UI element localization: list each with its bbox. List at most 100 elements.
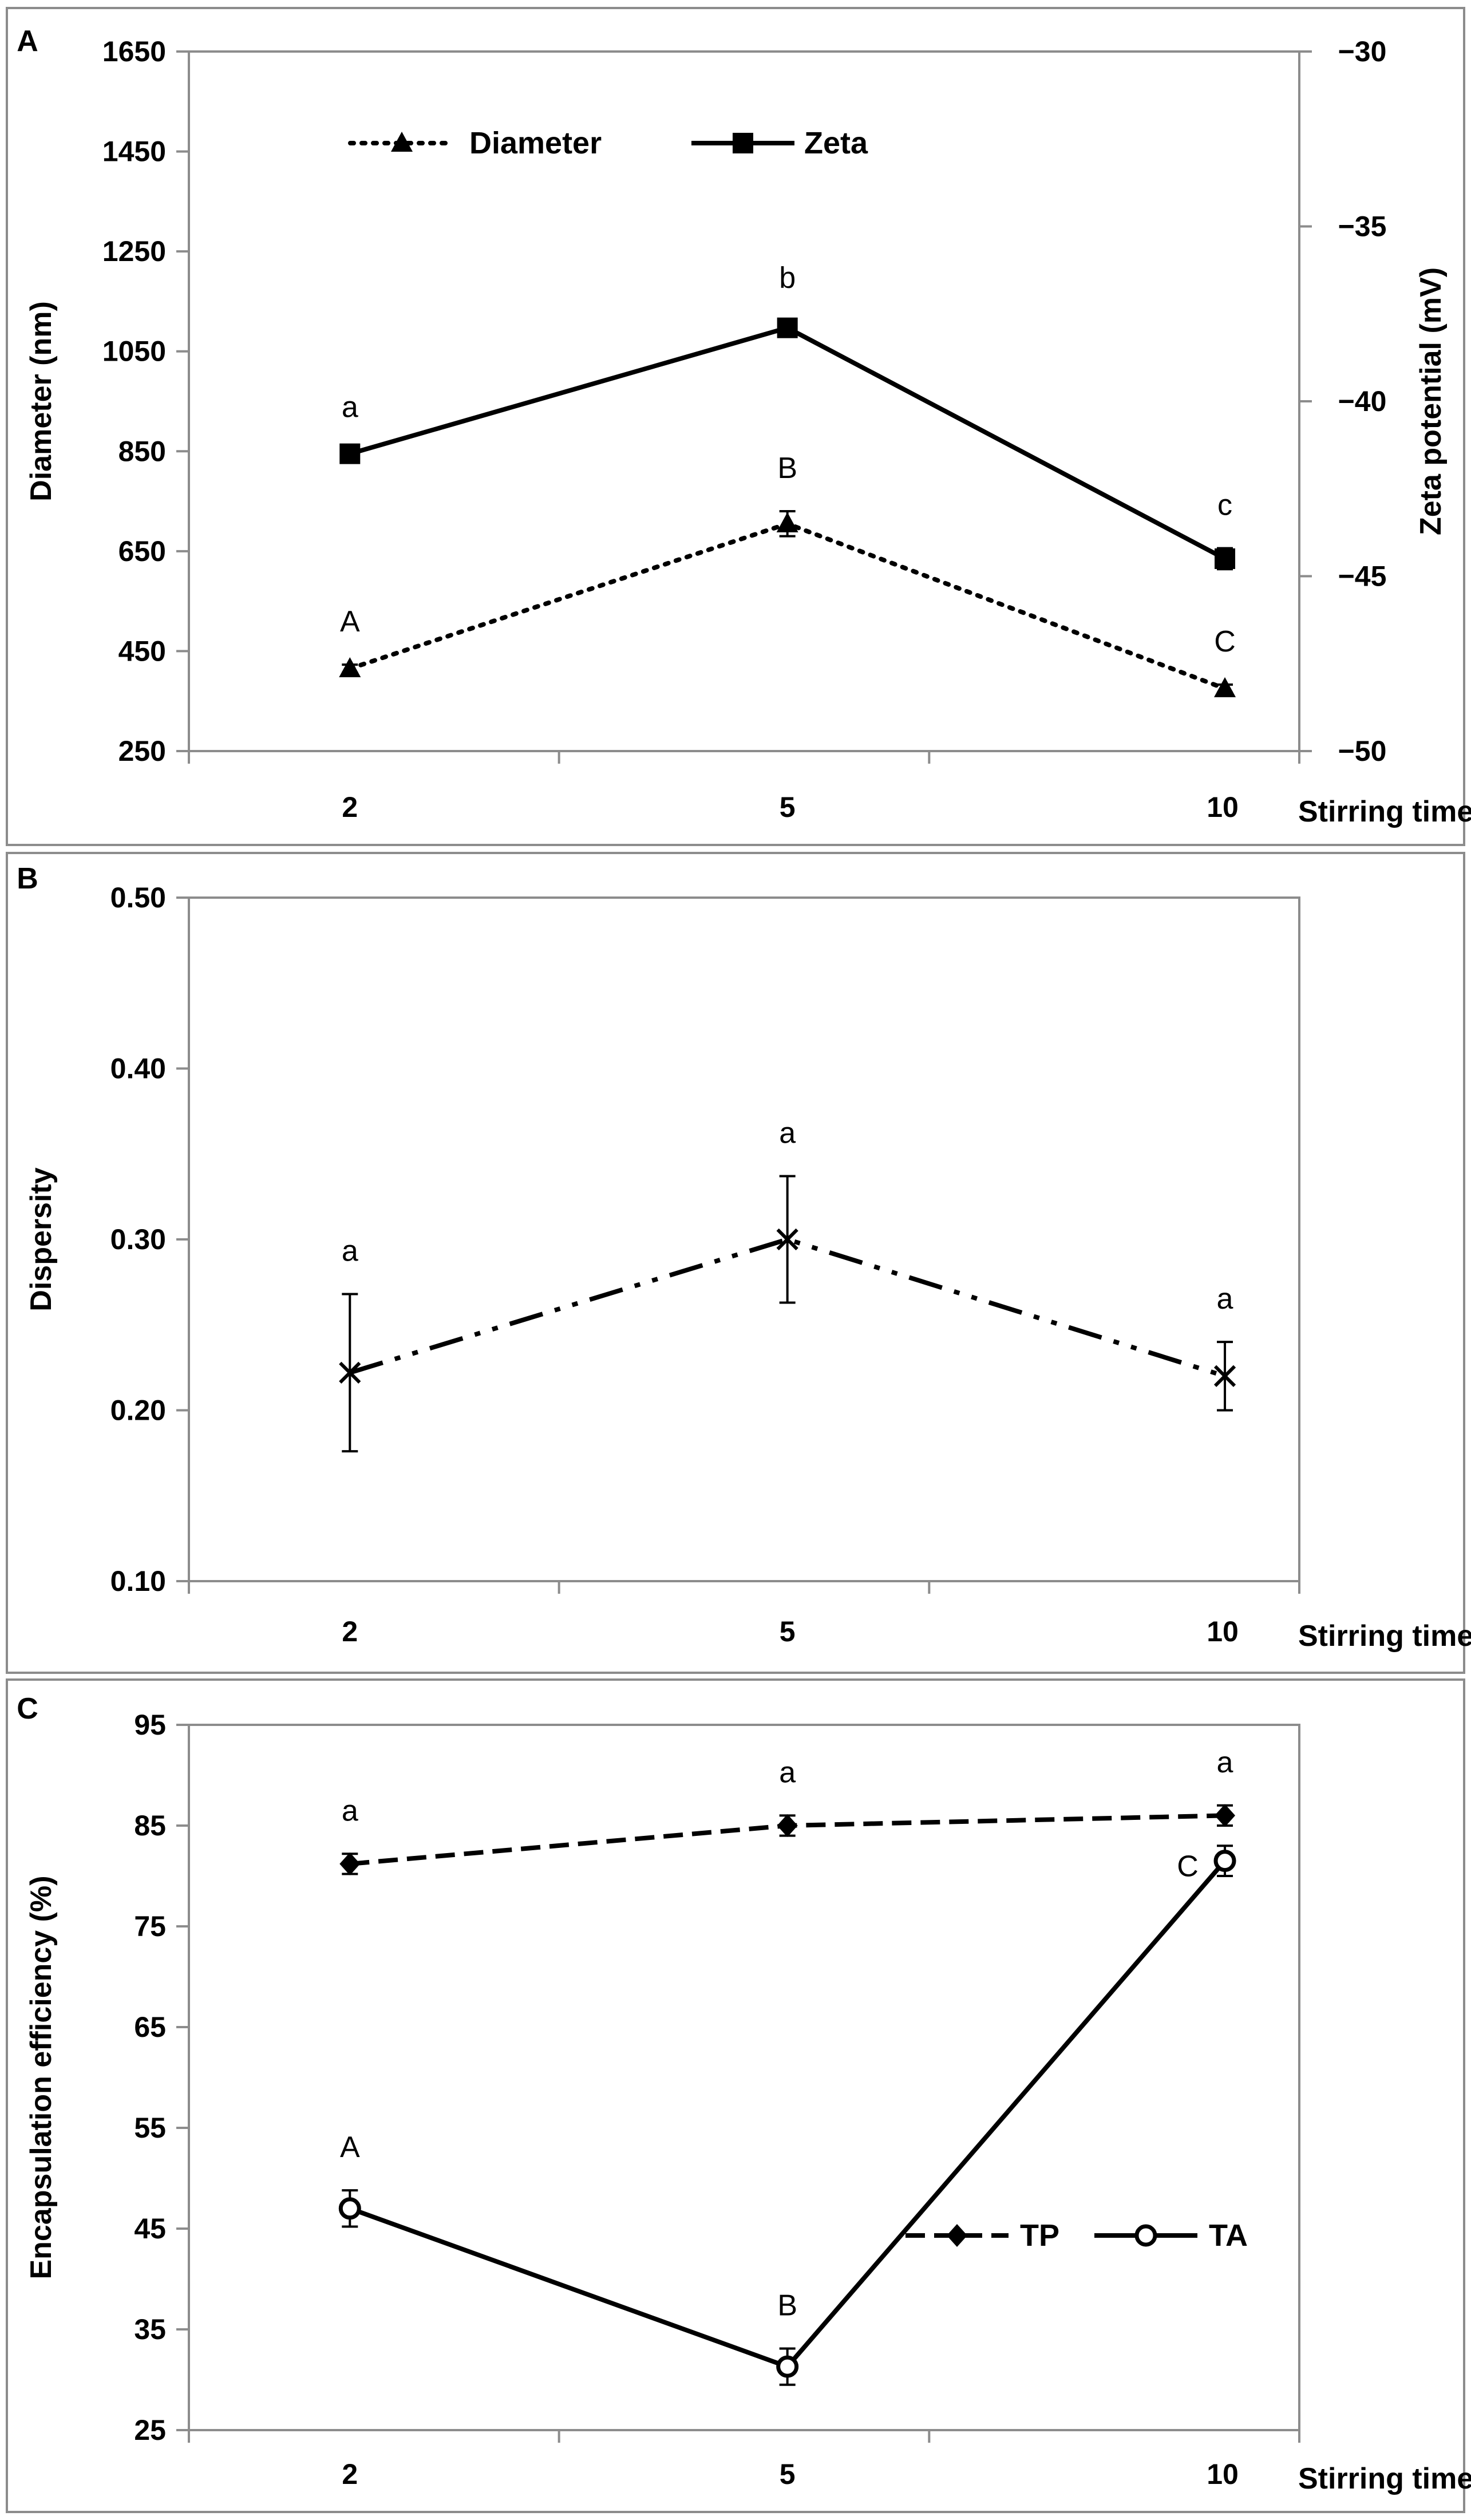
y-tick-label: 850: [118, 435, 166, 467]
significance-letter: a: [779, 1756, 796, 1789]
x-tick-label: 5: [780, 2458, 796, 2490]
y-tick-label: 0.10: [110, 1565, 166, 1597]
significance-letter: c: [1217, 489, 1232, 522]
panel-frames: [6, 7, 1465, 2513]
significance-letter: a: [342, 1235, 358, 1268]
marker-square: [339, 443, 361, 464]
y2-tick-label: −45: [1338, 560, 1387, 593]
y-tick-label: 65: [134, 2011, 166, 2043]
legend-label: Diameter: [469, 126, 602, 160]
x-tick-label: 10: [1207, 1616, 1239, 1648]
y-axis-label: Diameter (nm): [25, 301, 58, 501]
y-tick-label: 0.40: [110, 1053, 166, 1085]
y2-tick-label: −35: [1338, 211, 1387, 243]
y-tick-label: 1650: [102, 35, 166, 68]
significance-letter: C: [1214, 625, 1236, 658]
marker-circle: [1134, 2224, 1157, 2247]
marker-x: [1213, 1365, 1236, 1387]
y-tick-label: 45: [134, 2213, 166, 2245]
marker-diamond: [1215, 1804, 1236, 1827]
x-axis-label: Stirring time (min): [1298, 795, 1471, 828]
significance-letter: a: [779, 1117, 796, 1150]
marker-x-stroke: [1213, 1365, 1236, 1387]
y-tick-label: 450: [118, 635, 166, 667]
series-zeta: a b c: [339, 261, 1236, 571]
panel-frame-a: [6, 7, 1465, 846]
y-tick-label: 85: [134, 1810, 166, 1842]
significance-letter: b: [779, 261, 796, 294]
significance-letter: A: [340, 605, 360, 638]
x-tick-label: 2: [342, 1616, 358, 1648]
y-tick-label: 650: [118, 535, 166, 567]
marker-diamond: [947, 2224, 967, 2247]
series-tp: a a a: [339, 1746, 1236, 1875]
series-diameter: A B C: [339, 452, 1236, 697]
marker-x: [339, 1361, 361, 1384]
marker-circle: [776, 2355, 799, 2378]
series-ta: A B C: [338, 1844, 1236, 2386]
y-tick-label: 0.50: [110, 882, 166, 914]
panel-label: A: [17, 25, 38, 58]
marker-triangle: [391, 132, 413, 152]
significance-letter: B: [777, 452, 797, 485]
y-tick-label: 1450: [102, 136, 166, 168]
y2-tick-label: −40: [1338, 385, 1387, 417]
y-tick-label: 0.20: [110, 1395, 166, 1427]
x-tick-label: 10: [1207, 791, 1239, 823]
marker-triangle: [776, 512, 798, 532]
panel-frame-b: [6, 852, 1465, 1674]
significance-letter: a: [342, 391, 358, 424]
y-tick-label: 55: [134, 2112, 166, 2144]
y-axis-label: Dispersity: [25, 1167, 58, 1312]
x-tick-label: 5: [780, 1616, 796, 1648]
marker-x-stroke: [776, 1228, 798, 1251]
marker-square: [733, 133, 753, 153]
y-tick-label: 25: [134, 2414, 166, 2446]
series-dispersity: a a a: [339, 1117, 1236, 1453]
marker-diamond: [777, 1814, 798, 1837]
y-tick-label: 0.30: [110, 1223, 166, 1255]
legend-label: Zeta: [804, 126, 868, 160]
legend: Diameter Zeta: [348, 126, 868, 160]
marker-circle: [1213, 1850, 1236, 1873]
marker-circle: [338, 2197, 361, 2220]
y2-axis-label: Zeta potential (mV): [1414, 267, 1448, 535]
x-tick-label: 2: [342, 2458, 358, 2490]
y-tick-label: 250: [118, 735, 166, 767]
panel-label: B: [17, 862, 38, 895]
significance-letter: a: [1217, 1746, 1233, 1779]
panel-label: C: [17, 1692, 38, 1725]
y-axis-label: Encapsulation efficiency (%): [25, 1875, 58, 2279]
y-tick-label: 1250: [102, 235, 166, 267]
plot-area: [188, 1724, 1300, 2431]
significance-letter: A: [340, 2131, 360, 2164]
marker-square: [777, 317, 798, 338]
y-tick-label: 95: [134, 1709, 166, 1741]
panel-a: A 1650 1450 1250 1050 850 650 450 250 2 5 10 Stirrin…: [17, 25, 1471, 828]
marker-x-stroke: [339, 1361, 361, 1384]
significance-letter: C: [1177, 1850, 1199, 1883]
y2-tick-label: −50: [1338, 735, 1387, 767]
y-tick-label: 75: [134, 1910, 166, 1942]
series-line: [349, 1237, 1226, 1379]
x-axis-label: Stirring time (min): [1298, 2462, 1471, 2495]
legend-label: TA: [1209, 2218, 1248, 2253]
marker-x: [776, 1228, 798, 1251]
y2-tick-label: −30: [1338, 35, 1387, 68]
panel-b: B 0.50 0.40 0.30 0.20 0.10 2 5 10 Stirring time (…: [17, 862, 1471, 1653]
significance-letter: B: [777, 2289, 797, 2322]
marker-square: [1215, 548, 1236, 569]
marker-diamond: [339, 1852, 361, 1875]
x-tick-label: 2: [342, 791, 358, 823]
series-line: [347, 521, 1228, 691]
y-tick-label: 35: [134, 2313, 166, 2345]
significance-letter: a: [342, 1794, 358, 1827]
marker-triangle: [1214, 677, 1236, 697]
panel-frame-c: [6, 1678, 1465, 2513]
x-tick-label: 10: [1207, 2458, 1239, 2490]
significance-letter: a: [1217, 1282, 1233, 1316]
x-tick-label: 5: [780, 791, 796, 823]
y-tick-label: 1050: [102, 335, 166, 368]
